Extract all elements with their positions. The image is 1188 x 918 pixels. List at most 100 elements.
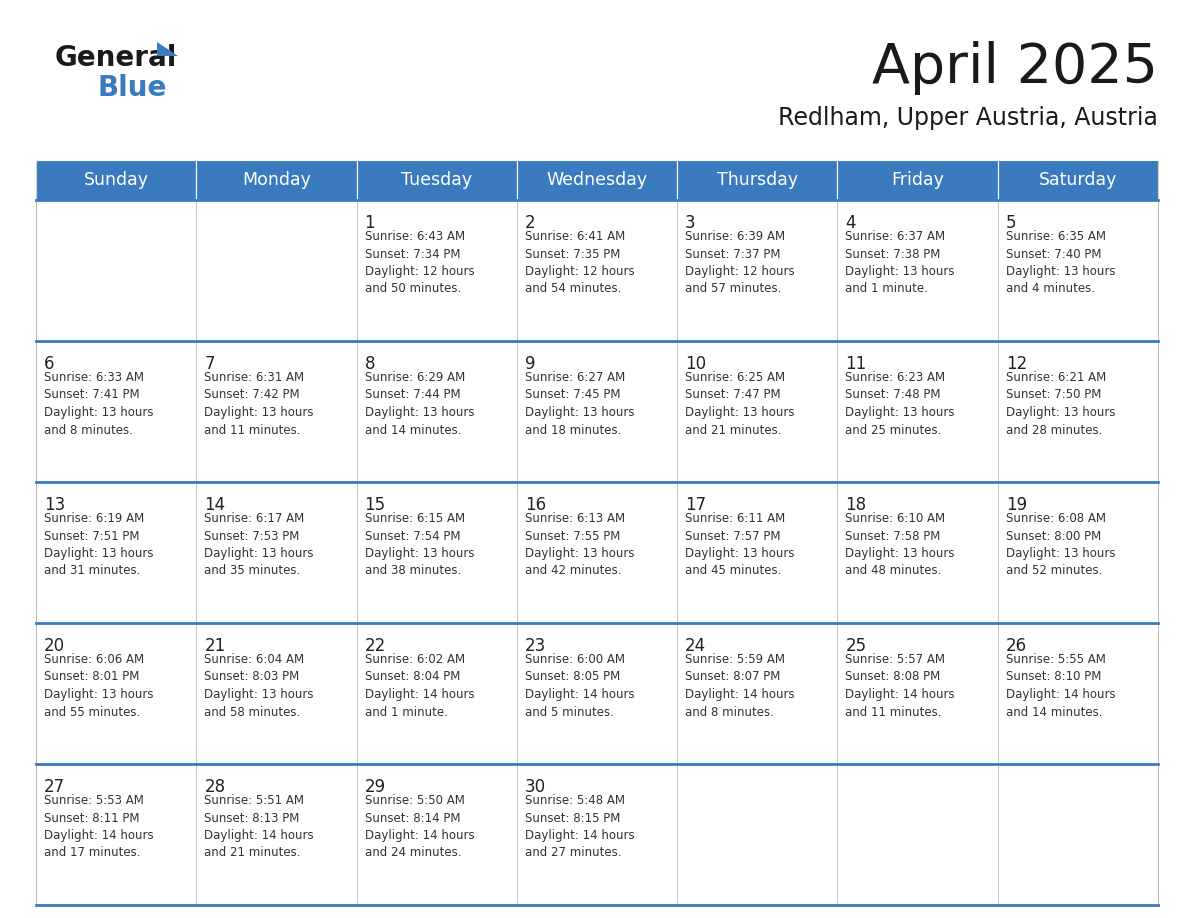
Text: Sunrise: 5:57 AM
Sunset: 8:08 PM
Daylight: 14 hours
and 11 minutes.: Sunrise: 5:57 AM Sunset: 8:08 PM Dayligh… [846,653,955,719]
Bar [677,482,838,623]
Bar [356,341,517,482]
Bar [677,623,838,764]
Text: 13: 13 [44,496,65,514]
Bar [36,341,196,482]
Text: Monday: Monday [242,171,311,189]
Text: Sunrise: 5:50 AM
Sunset: 8:14 PM
Daylight: 14 hours
and 24 minutes.: Sunrise: 5:50 AM Sunset: 8:14 PM Dayligh… [365,794,474,859]
Bar [998,623,1158,764]
Bar [356,623,517,764]
Bar [36,764,196,905]
Text: Sunday: Sunday [83,171,148,189]
Text: 22: 22 [365,637,386,655]
Bar [356,764,517,905]
Text: 4: 4 [846,214,855,232]
Text: Sunrise: 6:00 AM
Sunset: 8:05 PM
Daylight: 14 hours
and 5 minutes.: Sunrise: 6:00 AM Sunset: 8:05 PM Dayligh… [525,653,634,719]
Bar [677,160,838,200]
Text: Sunrise: 6:35 AM
Sunset: 7:40 PM
Daylight: 13 hours
and 4 minutes.: Sunrise: 6:35 AM Sunset: 7:40 PM Dayligh… [1006,230,1116,296]
Bar [998,341,1158,482]
Bar [838,764,998,905]
Polygon shape [157,42,178,56]
Text: General: General [55,44,177,72]
Text: Sunrise: 6:13 AM
Sunset: 7:55 PM
Daylight: 13 hours
and 42 minutes.: Sunrise: 6:13 AM Sunset: 7:55 PM Dayligh… [525,512,634,577]
Bar [196,200,356,341]
Text: Sunrise: 6:23 AM
Sunset: 7:48 PM
Daylight: 13 hours
and 25 minutes.: Sunrise: 6:23 AM Sunset: 7:48 PM Dayligh… [846,371,955,436]
Text: Sunrise: 6:08 AM
Sunset: 8:00 PM
Daylight: 13 hours
and 52 minutes.: Sunrise: 6:08 AM Sunset: 8:00 PM Dayligh… [1006,512,1116,577]
Text: Sunrise: 6:11 AM
Sunset: 7:57 PM
Daylight: 13 hours
and 45 minutes.: Sunrise: 6:11 AM Sunset: 7:57 PM Dayligh… [685,512,795,577]
Bar [517,200,677,341]
Bar [677,200,838,341]
Text: 7: 7 [204,355,215,373]
Text: Blue: Blue [97,74,168,102]
Bar [838,200,998,341]
Text: 8: 8 [365,355,375,373]
Bar [356,160,517,200]
Text: 17: 17 [685,496,707,514]
Bar [998,482,1158,623]
Text: Sunrise: 5:59 AM
Sunset: 8:07 PM
Daylight: 14 hours
and 8 minutes.: Sunrise: 5:59 AM Sunset: 8:07 PM Dayligh… [685,653,795,719]
Text: 21: 21 [204,637,226,655]
Text: Sunrise: 6:02 AM
Sunset: 8:04 PM
Daylight: 14 hours
and 1 minute.: Sunrise: 6:02 AM Sunset: 8:04 PM Dayligh… [365,653,474,719]
Text: 2: 2 [525,214,536,232]
Text: 24: 24 [685,637,707,655]
Text: Sunrise: 5:51 AM
Sunset: 8:13 PM
Daylight: 14 hours
and 21 minutes.: Sunrise: 5:51 AM Sunset: 8:13 PM Dayligh… [204,794,314,859]
Bar [196,341,356,482]
Text: 14: 14 [204,496,226,514]
Text: Sunrise: 6:04 AM
Sunset: 8:03 PM
Daylight: 13 hours
and 58 minutes.: Sunrise: 6:04 AM Sunset: 8:03 PM Dayligh… [204,653,314,719]
Bar [36,200,196,341]
Text: 29: 29 [365,778,386,796]
Text: Sunrise: 6:37 AM
Sunset: 7:38 PM
Daylight: 13 hours
and 1 minute.: Sunrise: 6:37 AM Sunset: 7:38 PM Dayligh… [846,230,955,296]
Bar [998,200,1158,341]
Bar [838,482,998,623]
Text: Friday: Friday [891,171,944,189]
Bar [838,623,998,764]
Text: Tuesday: Tuesday [402,171,473,189]
Text: 27: 27 [44,778,65,796]
Bar [517,764,677,905]
Bar [838,341,998,482]
Text: Sunrise: 6:27 AM
Sunset: 7:45 PM
Daylight: 13 hours
and 18 minutes.: Sunrise: 6:27 AM Sunset: 7:45 PM Dayligh… [525,371,634,436]
Text: 28: 28 [204,778,226,796]
Text: 25: 25 [846,637,866,655]
Text: 3: 3 [685,214,696,232]
Text: 23: 23 [525,637,546,655]
Text: Sunrise: 6:21 AM
Sunset: 7:50 PM
Daylight: 13 hours
and 28 minutes.: Sunrise: 6:21 AM Sunset: 7:50 PM Dayligh… [1006,371,1116,436]
Bar [517,482,677,623]
Bar [36,482,196,623]
Bar [998,160,1158,200]
Text: 19: 19 [1006,496,1026,514]
Text: Sunrise: 6:29 AM
Sunset: 7:44 PM
Daylight: 13 hours
and 14 minutes.: Sunrise: 6:29 AM Sunset: 7:44 PM Dayligh… [365,371,474,436]
Text: Sunrise: 6:15 AM
Sunset: 7:54 PM
Daylight: 13 hours
and 38 minutes.: Sunrise: 6:15 AM Sunset: 7:54 PM Dayligh… [365,512,474,577]
Text: 1: 1 [365,214,375,232]
Bar [998,764,1158,905]
Text: Sunrise: 6:33 AM
Sunset: 7:41 PM
Daylight: 13 hours
and 8 minutes.: Sunrise: 6:33 AM Sunset: 7:41 PM Dayligh… [44,371,153,436]
Text: Sunrise: 6:06 AM
Sunset: 8:01 PM
Daylight: 13 hours
and 55 minutes.: Sunrise: 6:06 AM Sunset: 8:01 PM Dayligh… [44,653,153,719]
Text: 10: 10 [685,355,707,373]
Text: Sunrise: 6:31 AM
Sunset: 7:42 PM
Daylight: 13 hours
and 11 minutes.: Sunrise: 6:31 AM Sunset: 7:42 PM Dayligh… [204,371,314,436]
Bar [196,623,356,764]
Text: Sunrise: 5:55 AM
Sunset: 8:10 PM
Daylight: 14 hours
and 14 minutes.: Sunrise: 5:55 AM Sunset: 8:10 PM Dayligh… [1006,653,1116,719]
Text: April 2025: April 2025 [872,41,1158,95]
Text: Sunrise: 6:41 AM
Sunset: 7:35 PM
Daylight: 12 hours
and 54 minutes.: Sunrise: 6:41 AM Sunset: 7:35 PM Dayligh… [525,230,634,296]
Text: 30: 30 [525,778,546,796]
Text: 11: 11 [846,355,867,373]
Text: 9: 9 [525,355,536,373]
Text: Sunrise: 5:53 AM
Sunset: 8:11 PM
Daylight: 14 hours
and 17 minutes.: Sunrise: 5:53 AM Sunset: 8:11 PM Dayligh… [44,794,153,859]
Text: 6: 6 [44,355,55,373]
Bar [36,160,196,200]
Text: Redlham, Upper Austria, Austria: Redlham, Upper Austria, Austria [778,106,1158,130]
Text: 26: 26 [1006,637,1026,655]
Text: Thursday: Thursday [716,171,798,189]
Text: Sunrise: 6:10 AM
Sunset: 7:58 PM
Daylight: 13 hours
and 48 minutes.: Sunrise: 6:10 AM Sunset: 7:58 PM Dayligh… [846,512,955,577]
Bar [517,341,677,482]
Text: Sunrise: 6:17 AM
Sunset: 7:53 PM
Daylight: 13 hours
and 35 minutes.: Sunrise: 6:17 AM Sunset: 7:53 PM Dayligh… [204,512,314,577]
Text: Wednesday: Wednesday [546,171,647,189]
Bar [677,764,838,905]
Bar [517,623,677,764]
Text: Sunrise: 6:25 AM
Sunset: 7:47 PM
Daylight: 13 hours
and 21 minutes.: Sunrise: 6:25 AM Sunset: 7:47 PM Dayligh… [685,371,795,436]
Text: 18: 18 [846,496,866,514]
Bar [838,160,998,200]
Text: Sunrise: 6:43 AM
Sunset: 7:34 PM
Daylight: 12 hours
and 50 minutes.: Sunrise: 6:43 AM Sunset: 7:34 PM Dayligh… [365,230,474,296]
Text: Saturday: Saturday [1038,171,1117,189]
Bar [196,482,356,623]
Text: 20: 20 [44,637,65,655]
